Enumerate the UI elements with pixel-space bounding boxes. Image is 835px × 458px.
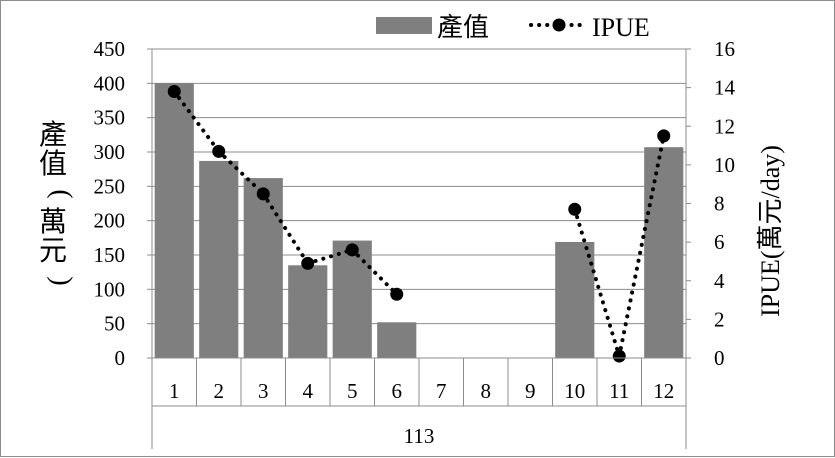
x-tick-label: 11 [609, 379, 629, 403]
line-point [657, 129, 671, 143]
y2-tick-label: 6 [714, 230, 725, 254]
x-tick-label: 1 [169, 379, 180, 403]
legend-bar-label: 產值 [437, 13, 489, 42]
bar [243, 178, 283, 358]
y2-tick-label: 8 [714, 192, 725, 216]
line-segment [572, 207, 622, 359]
y-axis-title-char: 值 [39, 148, 67, 180]
y-tick-label: 150 [94, 243, 126, 267]
legend-line-marker [552, 18, 566, 32]
y-tick-label: 0 [115, 346, 126, 370]
grid-lines [152, 48, 686, 325]
y-axis-title-char: ( [46, 189, 77, 198]
y-tick-label: 450 [94, 37, 126, 61]
x-tick-label: 12 [653, 379, 674, 403]
bar [377, 322, 417, 358]
x-tick-label: 2 [214, 379, 225, 403]
y-tick-label: 100 [94, 277, 126, 301]
y2-tick-label: 12 [714, 114, 735, 138]
y2-tick-label: 10 [714, 153, 735, 177]
line-point [568, 202, 582, 216]
y-axis-title-char: 產 [39, 119, 67, 151]
y-axis-title-char: 元 [39, 236, 67, 267]
bar [288, 265, 328, 358]
line-point [390, 287, 404, 301]
x-tick-label: 6 [392, 379, 403, 403]
y2-axis-title: IPUE(萬元/day) [756, 145, 785, 317]
axes: 0501001502002503003504004500246810121416… [39, 37, 785, 449]
line-segment [305, 247, 355, 266]
line-point [256, 187, 270, 201]
y2-tick-label: 16 [714, 37, 735, 61]
y2-tick-label: 14 [714, 76, 736, 100]
y-tick-label: 200 [94, 209, 126, 233]
x-tick-label: 7 [436, 379, 447, 403]
line-segment [216, 149, 266, 196]
bar [555, 241, 595, 358]
line-point [345, 243, 359, 257]
x-tick-label: 4 [303, 379, 314, 403]
x-tick-label: 9 [525, 379, 536, 403]
x-tick-label: 8 [481, 379, 492, 403]
y2-tick-label: 4 [714, 269, 725, 293]
y2-tick-label: 0 [714, 346, 725, 370]
legend-line-label: IPUE [592, 13, 650, 42]
legend: 產值 IPUE [376, 13, 650, 42]
y-tick-label: 350 [94, 106, 126, 130]
bar [199, 160, 239, 358]
line-segment [350, 247, 399, 297]
y-axis-title-char: 萬 [39, 206, 67, 238]
line-point [301, 256, 315, 270]
bar [644, 147, 684, 358]
legend-bar-swatch [376, 17, 432, 34]
line-series [167, 84, 671, 363]
line-segment [261, 191, 310, 266]
y2-tick-label: 2 [714, 307, 725, 331]
line-point [212, 144, 226, 158]
y-tick-label: 400 [94, 71, 126, 95]
bar [332, 240, 372, 358]
x-tick-label: 3 [258, 379, 269, 403]
line-point [167, 84, 181, 98]
line-point [612, 349, 626, 363]
bar-series [154, 83, 684, 358]
x-tick-label: 10 [564, 379, 585, 403]
line-segment [617, 133, 666, 359]
x-tick-label: 5 [347, 379, 358, 403]
x-group-label: 113 [404, 424, 435, 448]
bar [154, 83, 194, 358]
y-tick-label: 300 [94, 140, 126, 164]
y-tick-label: 50 [104, 312, 125, 336]
y-axis-title-char: ) [46, 276, 77, 285]
y-tick-label: 250 [94, 174, 126, 198]
